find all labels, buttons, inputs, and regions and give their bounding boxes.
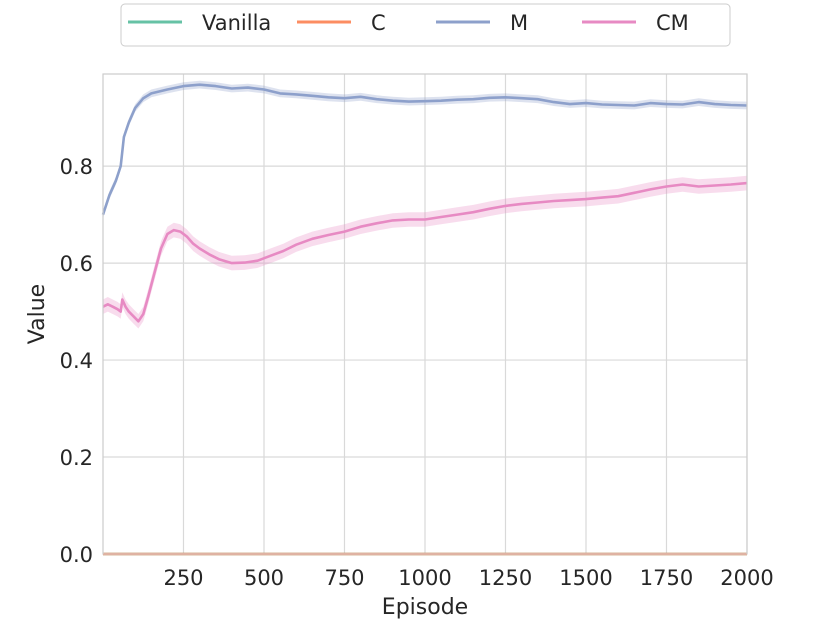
- x-axis-label: Episode: [382, 595, 468, 620]
- x-tick-label: 750: [324, 566, 364, 590]
- y-tick-label: 0.4: [60, 349, 93, 373]
- x-tick-label: 1000: [398, 566, 451, 590]
- legend-box: [120, 3, 731, 47]
- legend-label-c: C: [371, 11, 386, 35]
- y-tick-label: 0.8: [60, 155, 93, 179]
- legend-label-m: M: [510, 11, 528, 35]
- legend-label-vanilla: Vanilla: [202, 11, 271, 35]
- x-tick-label: 2000: [720, 566, 773, 590]
- y-tick-label: 0.0: [60, 543, 93, 567]
- series-band-cm: [103, 175, 747, 329]
- x-tick-label: 250: [163, 566, 203, 590]
- legend: Vanilla C M CM: [120, 3, 731, 47]
- x-tick-label: 1250: [479, 566, 532, 590]
- plot-frame: [102, 73, 748, 555]
- legend-label-cm: CM: [656, 11, 689, 35]
- series-line-cm: [102, 181, 748, 323]
- series-line-m: [101, 83, 748, 216]
- x-tick-label: 1500: [559, 566, 612, 590]
- y-tick-label: 0.6: [60, 252, 93, 276]
- y-tick-label: 0.2: [60, 446, 93, 470]
- y-axis-label: Value: [25, 284, 50, 344]
- x-tick-label: 1750: [640, 566, 693, 590]
- x-tick-label: 500: [244, 566, 284, 590]
